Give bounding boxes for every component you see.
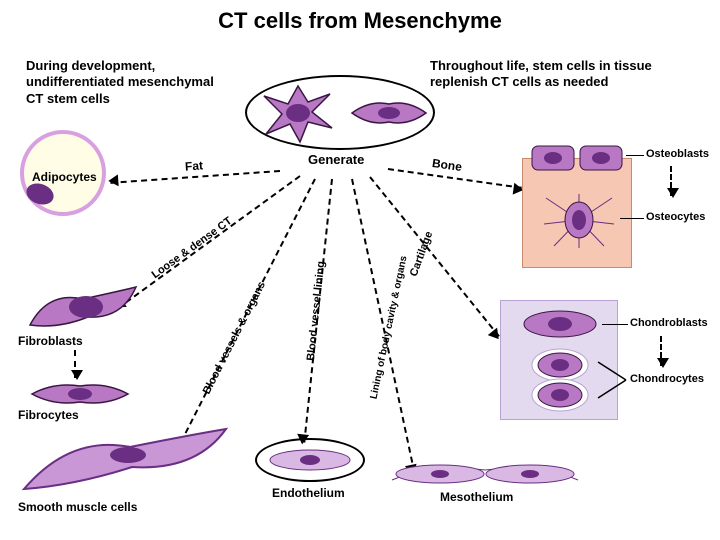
label-endothelium: Endothelium	[272, 486, 345, 500]
connector-chondroblasts	[602, 324, 628, 325]
osteocyte-cell	[540, 190, 618, 250]
fibroblast-cell	[28, 285, 138, 335]
connector-osteocytes	[620, 218, 644, 219]
note-left: During development, undifferentiated mes…	[26, 58, 226, 107]
label-adipocytes: Adipocytes	[32, 170, 97, 184]
path-cavity-lining: Lining of body cavity & organs	[368, 255, 409, 400]
page-title: CT cells from Mesenchyme	[0, 8, 720, 34]
path-vessel-lining: Blood vessel lining	[305, 261, 327, 362]
label-chondrocytes: Chondrocytes	[630, 373, 704, 385]
note-right: Throughout life, stem cells in tissue re…	[430, 58, 680, 91]
label-mesothelium: Mesothelium	[440, 490, 513, 504]
path-vessels-organs: Blood vessels & organs	[201, 280, 268, 397]
arrow-osteo-down	[670, 166, 672, 196]
hub-label: Generate	[308, 152, 364, 167]
label-fibroblasts: Fibroblasts	[18, 334, 83, 348]
path-loose-dense: Loose & dense CT	[150, 215, 235, 281]
endothelium-cell	[268, 448, 352, 472]
path-fat: Fat	[185, 158, 204, 173]
chondrocyte-cells	[526, 346, 594, 414]
mesenchymal-cell-spindle	[350, 100, 428, 126]
mesenchymal-cell-stellate	[258, 80, 338, 144]
connector-osteoblasts	[626, 155, 644, 156]
arrow-chondro-down	[660, 336, 662, 366]
smooth-muscle-cell	[20, 425, 230, 495]
label-chondroblasts: Chondroblasts	[630, 317, 708, 329]
fibrocyte-cell	[30, 380, 130, 408]
mesothelium-cells	[390, 460, 580, 488]
arrow-fibro-down	[74, 350, 76, 378]
label-osteoblasts: Osteoblasts	[646, 148, 709, 160]
connector-chondrocytes	[596, 352, 630, 408]
path-bone: Bone	[431, 156, 463, 174]
chondroblast-cell	[520, 308, 600, 340]
label-osteocytes: Osteocytes	[646, 211, 705, 223]
label-smooth-muscle: Smooth muscle cells	[18, 500, 137, 514]
label-fibrocytes: Fibrocytes	[18, 408, 79, 422]
osteoblast-cells	[530, 140, 624, 174]
